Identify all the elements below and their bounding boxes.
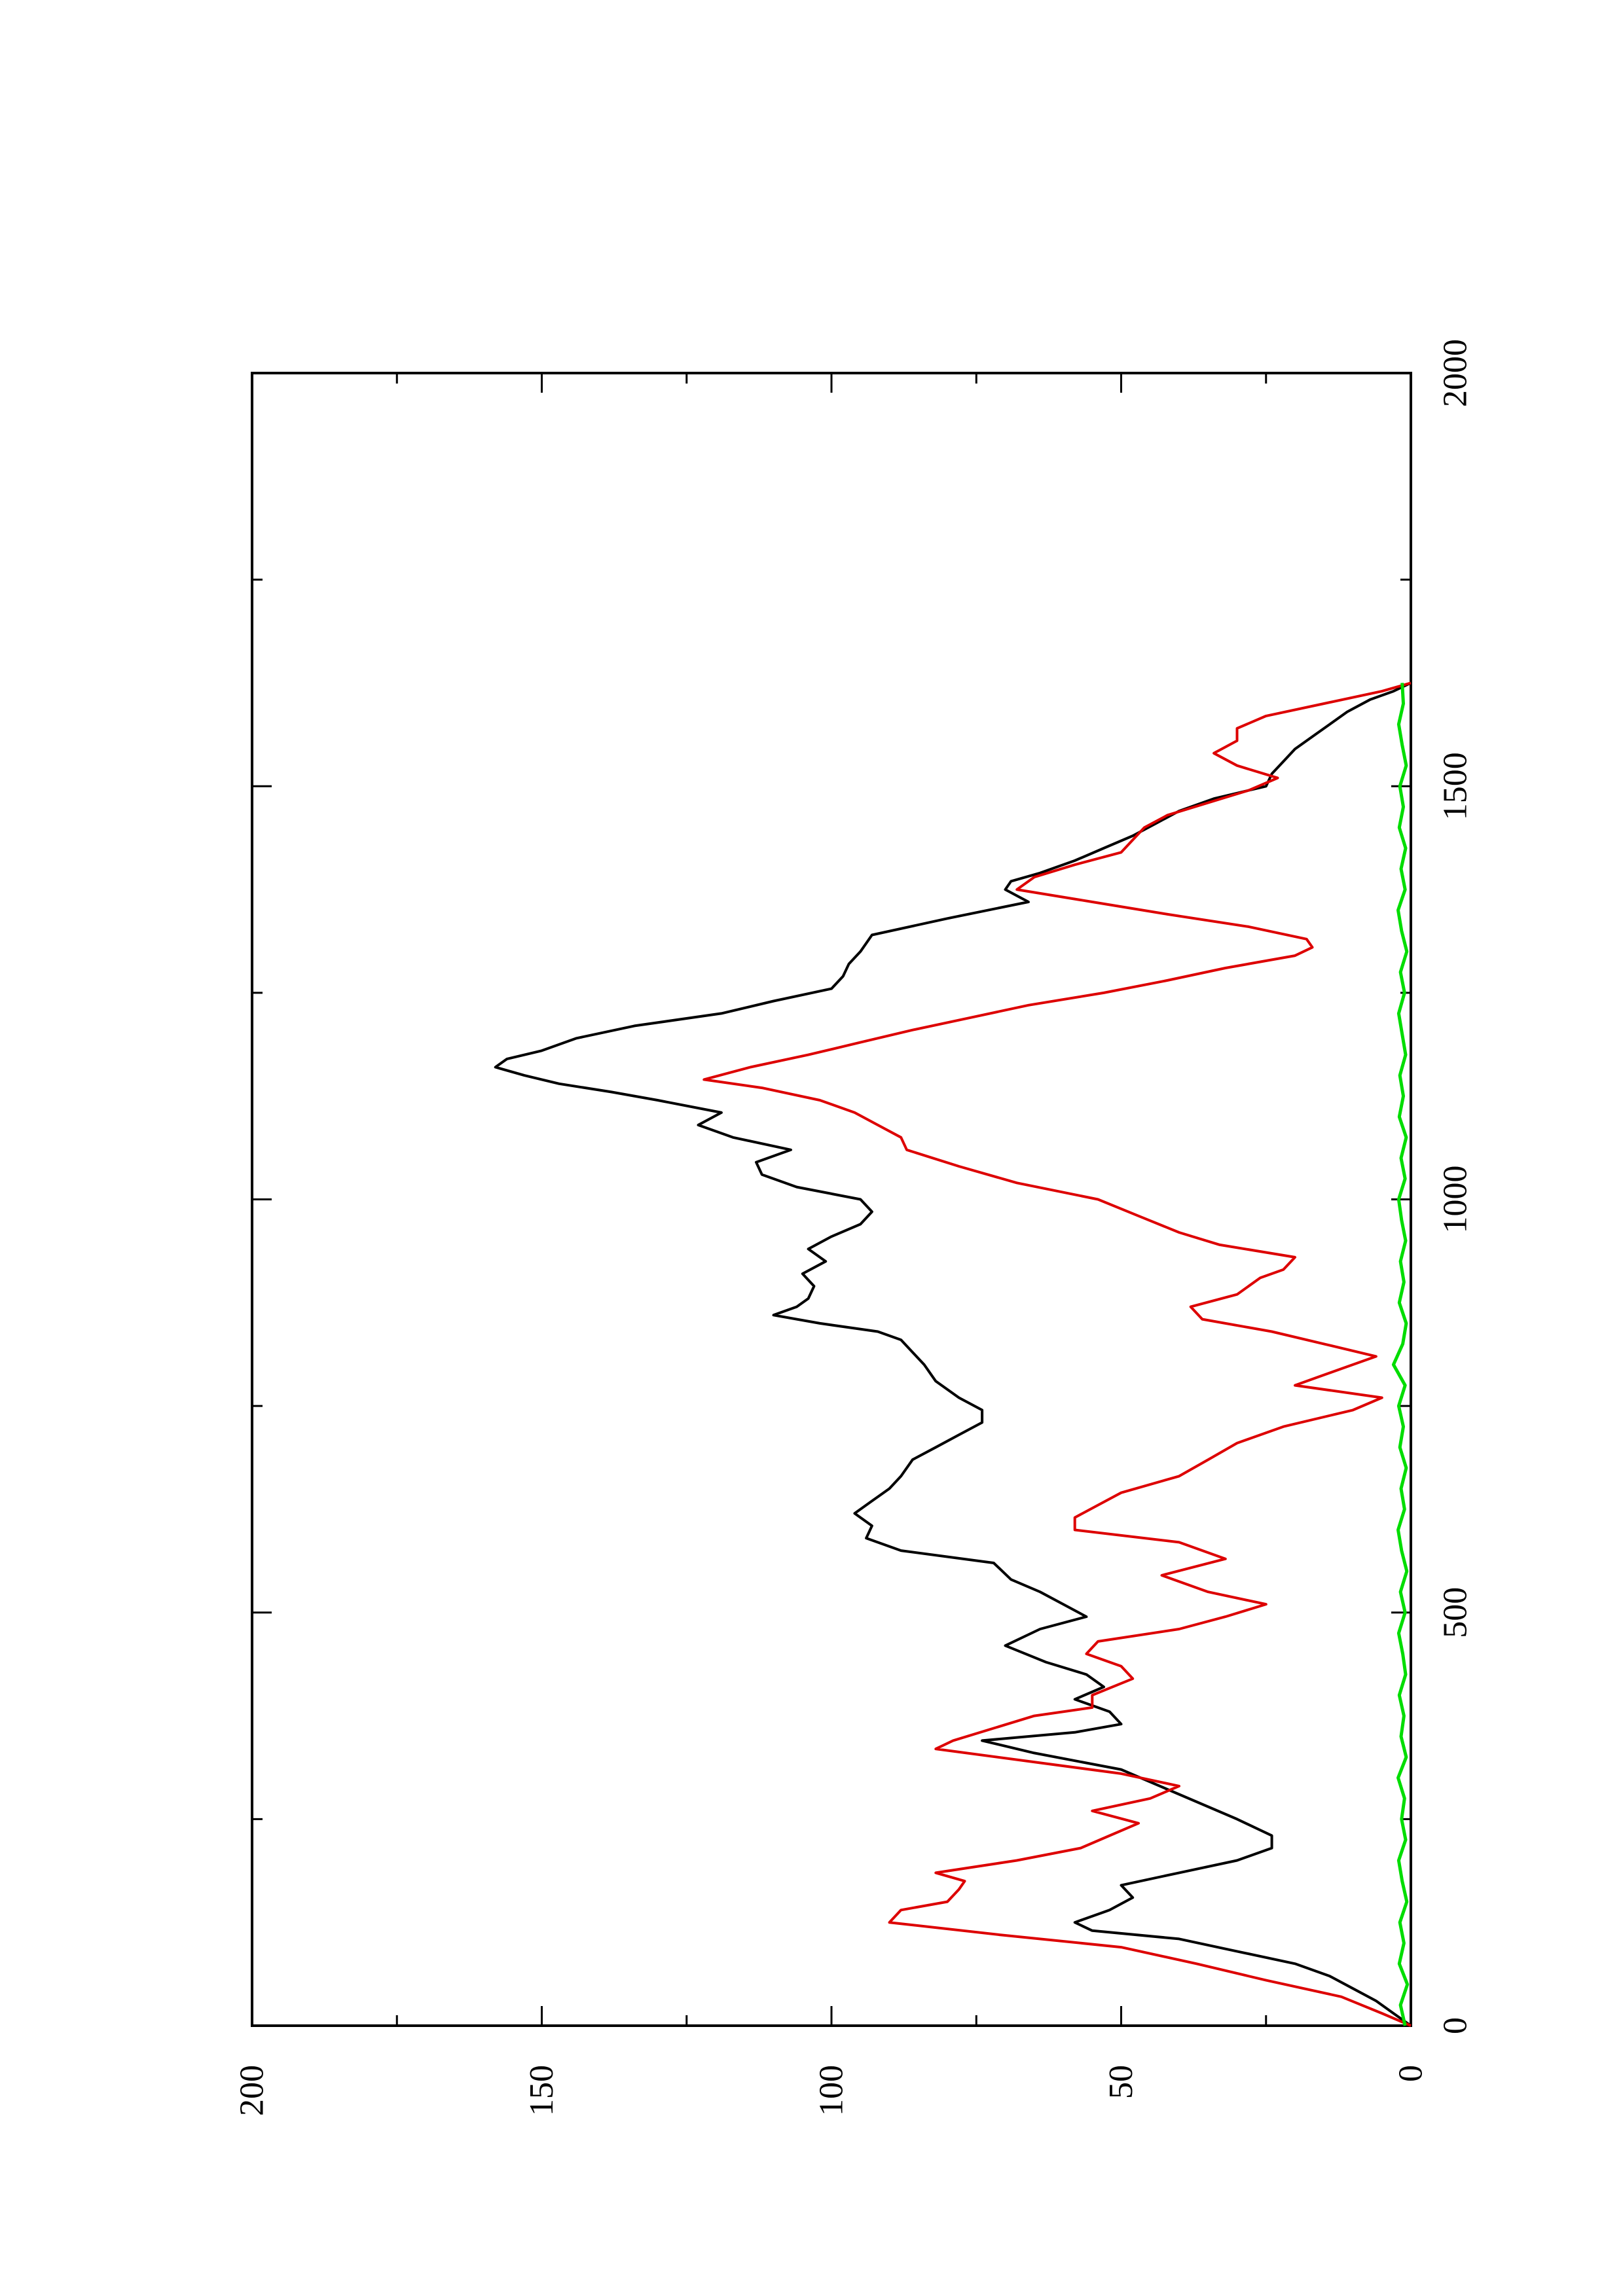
plot-frame bbox=[251, 372, 1412, 2027]
tick-marks bbox=[251, 372, 1412, 2027]
series-line-1 bbox=[494, 681, 1412, 2027]
series-line-2 bbox=[702, 681, 1412, 2027]
y-tick-label: 0 bbox=[1393, 2065, 1430, 2082]
y-tick-label: 50 bbox=[1103, 2065, 1140, 2099]
x-tick-label: 1000 bbox=[1437, 1166, 1474, 1234]
y-tick-label: 100 bbox=[813, 2065, 850, 2116]
series-line-3 bbox=[1391, 683, 1410, 2026]
x-tick-label: 2000 bbox=[1437, 339, 1474, 407]
x-tick-labels: 0 500 1000 1500 2000 bbox=[1437, 339, 1474, 2034]
y-tick-label: 150 bbox=[523, 2065, 560, 2116]
series-group bbox=[494, 681, 1412, 2027]
x-tick-label: 1500 bbox=[1437, 752, 1474, 820]
x-tick-label: 500 bbox=[1437, 1587, 1474, 1638]
y-tick-labels: 0 50 100 150 200 bbox=[234, 2065, 1430, 2116]
y-tick-label: 200 bbox=[234, 2065, 271, 2116]
x-tick-label: 0 bbox=[1437, 2017, 1474, 2034]
